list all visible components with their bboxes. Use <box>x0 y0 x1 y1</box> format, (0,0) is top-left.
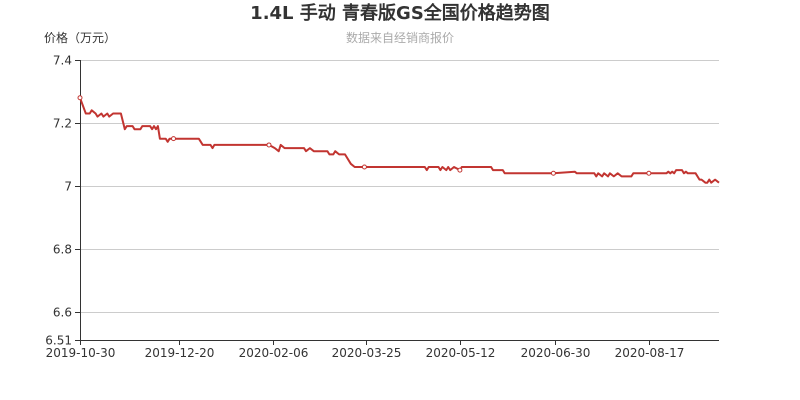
x-tick-label: 2019-12-20 <box>145 346 215 360</box>
y-tick-label: 7.4 <box>53 54 72 68</box>
y-tick-label: 6.6 <box>53 306 72 320</box>
chart-subtitle: 数据来自经销商报价 <box>346 30 454 45</box>
x-tick-label: 2020-02-06 <box>239 346 309 360</box>
chart-title: 1.4L 手动 青春版GS全国价格趋势图 <box>250 2 550 24</box>
data-point-marker <box>646 170 652 176</box>
data-point-marker <box>361 164 367 170</box>
axes: 6.51 6.6 6.8 7 7.2 7.4 2019-10-30 2019-12-20 202… <box>45 54 719 360</box>
grid <box>80 60 719 313</box>
data-point-marker <box>77 95 83 101</box>
x-tick-label: 2020-08-17 <box>615 346 685 360</box>
x-tick-label: 2020-06-30 <box>521 346 591 360</box>
y-axis-label: 价格（万元） <box>44 30 116 45</box>
data-point-marker <box>171 136 177 142</box>
data-point-marker <box>266 142 272 148</box>
x-tick-label: 2020-05-12 <box>426 346 496 360</box>
y-tick-label: 7 <box>64 180 72 194</box>
series <box>77 95 720 184</box>
x-tick-label: 2020-03-25 <box>332 346 402 360</box>
price-line <box>79 97 720 184</box>
y-tick-label: 7.2 <box>53 117 72 131</box>
y-tick-label: 6.8 <box>53 243 72 257</box>
data-point-marker <box>550 170 556 176</box>
data-point-marker <box>457 167 463 173</box>
x-tick-label: 2019-10-30 <box>46 346 116 360</box>
y-tick-label: 6.51 <box>45 334 72 348</box>
